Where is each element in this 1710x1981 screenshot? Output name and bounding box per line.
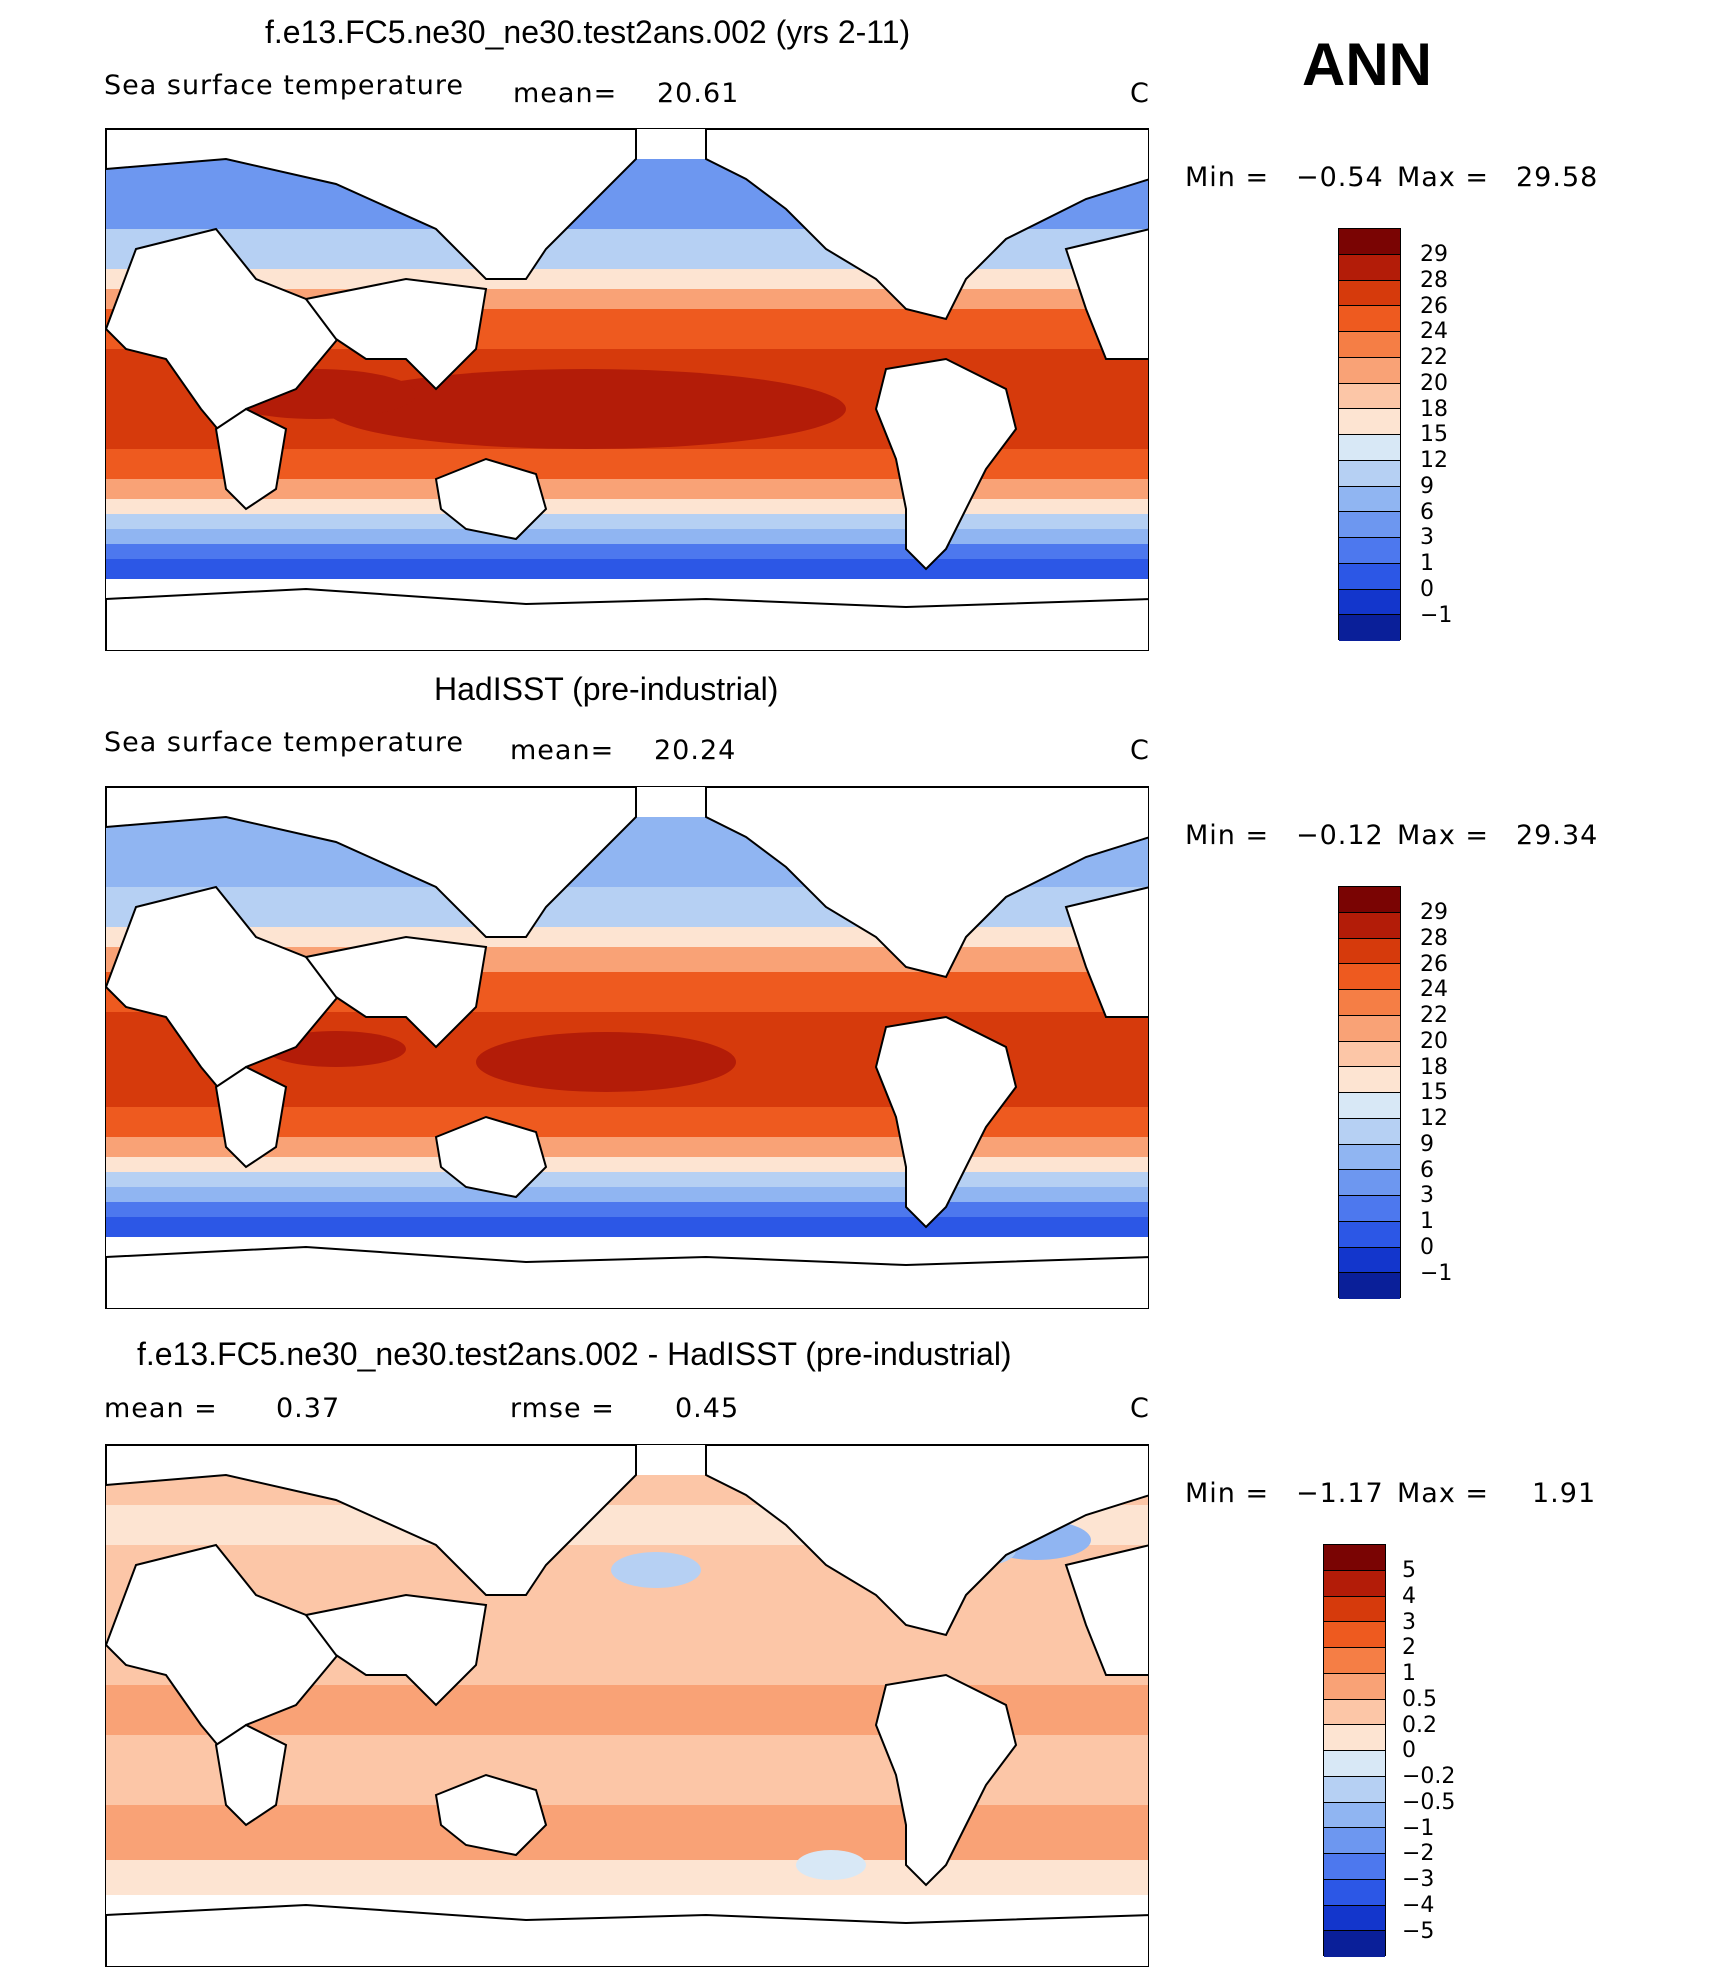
panel1-level-1: 28	[1420, 268, 1448, 293]
panel1-colorbar	[1338, 228, 1401, 641]
panel2-level-8: 12	[1420, 1106, 1448, 1131]
panel3-level-14: −5	[1402, 1919, 1435, 1944]
panel2-level-4: 22	[1420, 1003, 1448, 1028]
panel1-level-11: 3	[1420, 525, 1434, 550]
panel1-level-13: 0	[1420, 577, 1434, 602]
panel1-level-12: 1	[1420, 551, 1434, 576]
panel2-level-14: −1	[1420, 1261, 1453, 1286]
panel1-level-4: 22	[1420, 345, 1448, 370]
panel2-level-9: 9	[1420, 1132, 1434, 1157]
panel1-min-label: Min =	[1185, 162, 1270, 193]
panel3-level-9: −0.5	[1402, 1790, 1456, 1815]
land-masses	[106, 129, 1148, 650]
panel2-level-12: 1	[1420, 1209, 1434, 1234]
panel2-unit: C	[1130, 735, 1150, 766]
panel3-colorbar	[1323, 1544, 1386, 1957]
panel2-level-0: 29	[1420, 900, 1448, 925]
panel1-mean-value: 20.61	[657, 78, 740, 109]
land-masses	[106, 1445, 1148, 1966]
panel2-colorbar	[1338, 886, 1401, 1299]
panel2-max-label: Max =	[1397, 820, 1490, 851]
panel3-level-10: −1	[1402, 1816, 1435, 1841]
panel1-level-0: 29	[1420, 242, 1448, 267]
panel3-unit: C	[1130, 1393, 1150, 1424]
panel2-level-10: 6	[1420, 1158, 1434, 1183]
panel1-level-8: 12	[1420, 448, 1448, 473]
panel1-min-value: −0.54	[1296, 162, 1384, 193]
panel3-level-2: 3	[1402, 1610, 1416, 1635]
panel3-level-5: 0.5	[1402, 1687, 1437, 1712]
panel2-level-11: 3	[1420, 1183, 1434, 1208]
panel1-map	[105, 128, 1149, 651]
panel3-level-1: 4	[1402, 1584, 1416, 1609]
panel2-map	[105, 786, 1149, 1309]
panel3-max-value: 1.91	[1532, 1478, 1597, 1509]
panel2-max-value: 29.34	[1516, 820, 1599, 851]
panel2-level-7: 15	[1420, 1080, 1448, 1105]
panel1-variable: Sea surface temperature	[104, 70, 464, 101]
panel3-mean-value: 0.37	[276, 1393, 341, 1424]
panel3-mean-label: mean =	[104, 1393, 218, 1424]
panel1-level-14: −1	[1420, 603, 1453, 628]
panel1-mean-label: mean=	[513, 78, 618, 109]
panel3-title: f.e13.FC5.ne30_ne30.test2ans.002 - HadIS…	[137, 1336, 1012, 1372]
panel3-level-12: −3	[1402, 1867, 1435, 1892]
panel2-mean-value: 20.24	[654, 735, 737, 766]
panel2-level-1: 28	[1420, 926, 1448, 951]
panel3-max-label: Max =	[1397, 1478, 1490, 1509]
panel3-level-7: 0	[1402, 1738, 1416, 1763]
panel2-level-6: 18	[1420, 1055, 1448, 1080]
panel3-level-13: −4	[1402, 1893, 1435, 1918]
panel2-title: HadISST (pre-industrial)	[434, 671, 779, 707]
panel1-max-value: 29.58	[1516, 162, 1599, 193]
panel1-level-9: 9	[1420, 474, 1434, 499]
panel1-level-2: 26	[1420, 294, 1448, 319]
panel1-level-6: 18	[1420, 397, 1448, 422]
panel2-level-3: 24	[1420, 977, 1448, 1002]
panel2-level-5: 20	[1420, 1029, 1448, 1054]
panel3-level-6: 0.2	[1402, 1713, 1437, 1738]
panel1-level-7: 15	[1420, 422, 1448, 447]
panel2-mean-label: mean=	[510, 735, 615, 766]
panel1-title: f.e13.FC5.ne30_ne30.test2ans.002 (yrs 2-…	[265, 14, 911, 50]
panel3-level-11: −2	[1402, 1841, 1435, 1866]
land-masses	[106, 787, 1148, 1308]
panel2-level-2: 26	[1420, 952, 1448, 977]
panel2-variable: Sea surface temperature	[104, 727, 464, 758]
panel3-rmse-label: rmse =	[510, 1393, 615, 1424]
panel1-max-label: Max =	[1397, 162, 1490, 193]
panel3-level-3: 2	[1402, 1635, 1416, 1660]
panel1-level-3: 24	[1420, 319, 1448, 344]
panel2-min-label: Min =	[1185, 820, 1270, 851]
panel3-min-label: Min =	[1185, 1478, 1270, 1509]
panel3-level-8: −0.2	[1402, 1764, 1456, 1789]
panel1-level-10: 6	[1420, 500, 1434, 525]
panel1-level-5: 20	[1420, 371, 1448, 396]
panel2-level-13: 0	[1420, 1235, 1434, 1260]
panel3-map	[105, 1444, 1149, 1967]
panel1-unit: C	[1130, 78, 1150, 109]
panel3-min-value: −1.17	[1296, 1478, 1384, 1509]
season-label: ANN	[1302, 31, 1432, 98]
panel2-min-value: −0.12	[1296, 820, 1384, 851]
panel3-rmse-value: 0.45	[675, 1393, 740, 1424]
panel3-level-0: 5	[1402, 1558, 1416, 1583]
panel3-level-4: 1	[1402, 1661, 1416, 1686]
